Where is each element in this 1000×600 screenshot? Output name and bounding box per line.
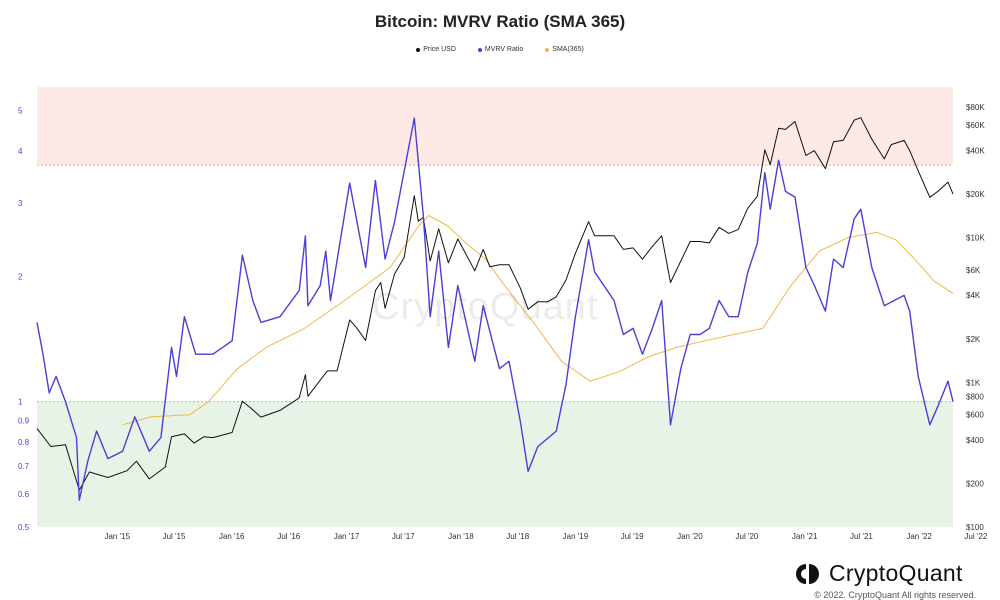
right-tick-label: $2K (966, 335, 981, 344)
left-tick-label: 0.9 (18, 417, 30, 426)
x-tick-label: Jul '17 (392, 532, 415, 541)
x-tick-label: Jan '15 (104, 532, 130, 541)
right-tick-label: $200 (966, 479, 984, 488)
right-tick-label: $800 (966, 392, 984, 401)
left-tick-label: 1 (18, 398, 23, 407)
x-tick-label: Jan '16 (219, 532, 245, 541)
series-line-price-usd (36, 117, 954, 491)
series-line-sma-365- (122, 215, 954, 426)
legend-swatch-sma (545, 47, 550, 52)
right-tick-label: $600 (966, 410, 984, 419)
legend-item-mvrv[interactable]: MVRV Ratio (477, 46, 524, 53)
right-tick-label: $1K (966, 378, 981, 387)
x-tick-label: Jan '20 (677, 532, 703, 541)
right-tick-label: $6K (966, 266, 981, 275)
right-tick-label: $400 (966, 436, 984, 445)
left-tick-label: 0.5 (18, 523, 30, 532)
right-tick-label: $20K (966, 190, 985, 199)
legend-label-mvrv: MVRV Ratio (484, 46, 524, 53)
x-tick-label: Jul '18 (506, 532, 529, 541)
x-tick-label: Jan '22 (906, 532, 932, 541)
legend-swatch-price (416, 47, 421, 52)
x-tick-label: Jul '20 (736, 532, 759, 541)
right-tick-label: $4K (966, 291, 981, 300)
zone-overvalued (37, 87, 953, 166)
zone-undervalued (37, 401, 953, 527)
left-tick-label: 3 (18, 199, 23, 208)
legend-item-sma[interactable]: SMA(365) (545, 46, 584, 53)
x-tick-label: Jan '18 (448, 532, 474, 541)
legend: Price USD MVRV Ratio SMA(365) (0, 46, 1000, 53)
left-tick-label: 4 (18, 147, 23, 156)
series-line-mvrv-ratio (36, 117, 954, 501)
x-tick-label: Jul '21 (850, 532, 873, 541)
brand-logo: CryptoQuant (795, 560, 963, 587)
right-tick-label: $40K (966, 147, 985, 156)
left-tick-label: 5 (18, 107, 23, 116)
cryptoquant-logo-icon (796, 563, 819, 584)
left-tick-label: 2 (18, 272, 23, 281)
x-tick-label: Jul '15 (163, 532, 186, 541)
left-tick-label: 0.7 (18, 462, 30, 471)
right-tick-label: $10K (966, 234, 985, 243)
x-tick-label: Jul '16 (277, 532, 300, 541)
legend-label-sma: SMA(365) (552, 46, 584, 53)
left-tick-label: 0.6 (18, 490, 30, 499)
right-tick-label: $100 (966, 523, 984, 532)
chart-title: Bitcoin: MVRV Ratio (SMA 365) (374, 12, 626, 31)
left-tick-label: 0.8 (18, 438, 30, 447)
x-tick-label: Jan '21 (792, 532, 818, 541)
watermark: CryptoQuant (372, 286, 599, 328)
legend-item-price[interactable]: Price USD (416, 46, 456, 53)
right-tick-label: $60K (966, 121, 985, 130)
x-tick-label: Jan '17 (334, 532, 360, 541)
right-tick-label: $80K (966, 103, 985, 112)
legend-label-price: Price USD (423, 46, 456, 53)
legend-swatch-mvrv (477, 47, 482, 52)
x-tick-label: Jul '22 (964, 532, 987, 541)
x-tick-label: Jan '19 (563, 532, 589, 541)
x-tick-label: Jul '19 (621, 532, 644, 541)
copyright: © 2022. CryptoQuant All rights reserved. (814, 590, 976, 600)
brand-name: CryptoQuant (829, 560, 963, 586)
